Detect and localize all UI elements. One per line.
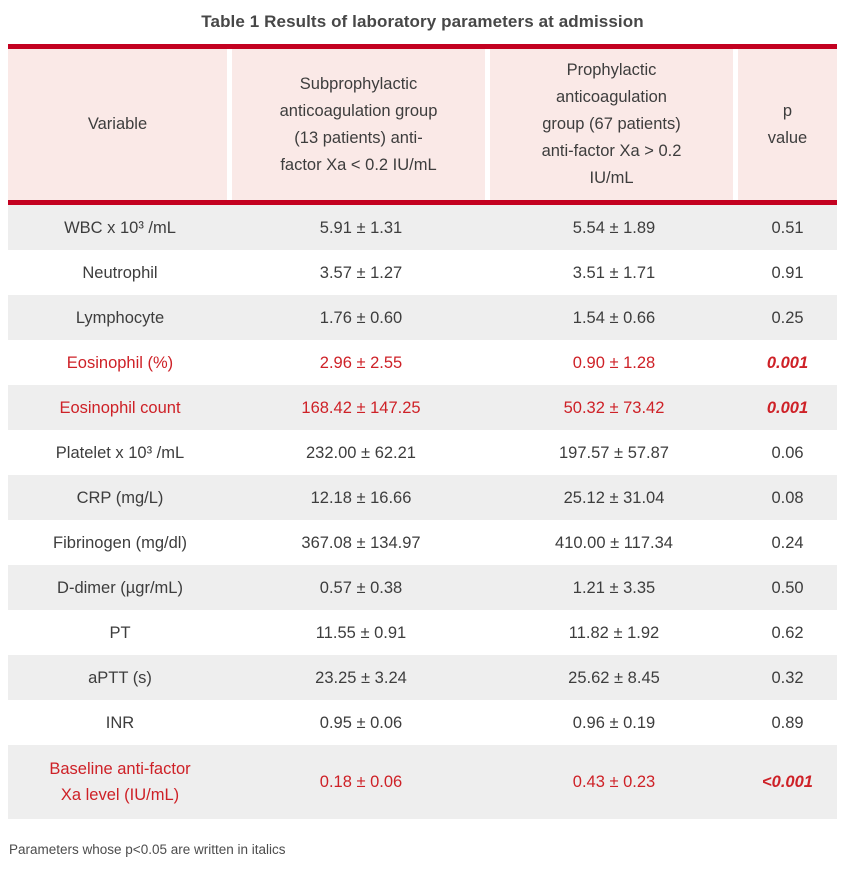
variable-cell: D-dimer (µgr/mL) bbox=[57, 578, 183, 597]
variable-cell: INR bbox=[105, 713, 135, 732]
group1-value-cell: 0.95 ± 0.06 bbox=[319, 713, 403, 732]
table-footnote: Parameters whose p<0.05 are written in i… bbox=[9, 842, 286, 857]
group2-value-cell: 197.57 ± 57.87 bbox=[559, 443, 669, 462]
group2-value-cell: 11.82 ± 1.92 bbox=[568, 623, 660, 642]
group2-value-cell: 0.43 ± 0.23 bbox=[572, 773, 656, 791]
table-body: WBC x 10³ /mL 5.91 ± 1.31 5.54 ± 1.89 0.… bbox=[8, 205, 837, 819]
group2-value-cell: 0.90 ± 1.28 bbox=[572, 353, 656, 372]
table-row: Eosinophil (%) 2.96 ± 2.55 0.90 ± 1.28 0… bbox=[8, 340, 837, 385]
variable-cell: WBC x 10³ /mL bbox=[64, 218, 176, 237]
p-value-cell: 0.06 bbox=[771, 443, 804, 462]
p-value-cell: 0.001 bbox=[766, 398, 809, 417]
col-header-p-value: p value bbox=[738, 49, 837, 200]
p-value-cell: 0.001 bbox=[766, 353, 809, 372]
group1-value-cell: 23.25 ± 3.24 bbox=[315, 668, 407, 687]
variable-cell: Eosinophil (%) bbox=[66, 353, 174, 372]
group1-value-cell: 367.08 ± 134.97 bbox=[301, 533, 421, 552]
variable-cell: Baseline anti-factor Xa level (IU/mL) bbox=[49, 760, 191, 804]
group1-value-cell: 11.55 ± 0.91 bbox=[315, 623, 407, 642]
p-value-cell: 0.62 bbox=[771, 623, 804, 642]
group1-value-cell: 1.76 ± 0.60 bbox=[319, 308, 403, 327]
group2-value-cell: 3.51 ± 1.71 bbox=[572, 263, 656, 282]
group1-value-cell: 3.57 ± 1.27 bbox=[319, 263, 403, 282]
table-row: Baseline anti-factor Xa level (IU/mL) 0.… bbox=[8, 745, 837, 819]
variable-cell: CRP (mg/L) bbox=[76, 488, 164, 507]
variable-cell: Lymphocyte bbox=[75, 308, 165, 327]
p-value-cell: 0.32 bbox=[771, 668, 804, 687]
table-row: Neutrophil 3.57 ± 1.27 3.51 ± 1.71 0.91 bbox=[8, 250, 837, 295]
top-rule-line bbox=[8, 44, 837, 49]
table-row: CRP (mg/L) 12.18 ± 16.66 25.12 ± 31.04 0… bbox=[8, 475, 837, 520]
variable-cell: Neutrophil bbox=[82, 263, 158, 282]
variable-cell: PT bbox=[109, 623, 131, 642]
table-row: WBC x 10³ /mL 5.91 ± 1.31 5.54 ± 1.89 0.… bbox=[8, 205, 837, 250]
table-row: Fibrinogen (mg/dl) 367.08 ± 134.97 410.0… bbox=[8, 520, 837, 565]
group2-value-cell: 0.96 ± 0.19 bbox=[572, 713, 656, 732]
lab-parameters-table: Variable Subprophylactic anticoagulation… bbox=[8, 44, 837, 819]
table-row: Platelet x 10³ /mL 232.00 ± 62.21 197.57… bbox=[8, 430, 837, 475]
group2-value-cell: 5.54 ± 1.89 bbox=[572, 218, 656, 237]
table-row: INR 0.95 ± 0.06 0.96 ± 0.19 0.89 bbox=[8, 700, 837, 745]
group1-value-cell: 0.57 ± 0.38 bbox=[319, 578, 403, 597]
p-value-cell: 0.25 bbox=[771, 308, 804, 327]
group2-value-cell: 1.21 ± 3.35 bbox=[572, 578, 656, 597]
group1-value-cell: 168.42 ± 147.25 bbox=[301, 398, 421, 417]
top-rule bbox=[8, 44, 837, 49]
p-value-cell: 0.89 bbox=[771, 713, 804, 732]
p-value-cell: 0.08 bbox=[771, 488, 804, 507]
group1-value-cell: 2.96 ± 2.55 bbox=[319, 353, 403, 372]
p-value-cell: 0.24 bbox=[771, 533, 804, 552]
variable-cell: Eosinophil count bbox=[59, 398, 181, 417]
group1-value-cell: 5.91 ± 1.31 bbox=[319, 218, 403, 237]
p-value-cell: 0.51 bbox=[771, 218, 804, 237]
header-bottom-rule-line bbox=[8, 200, 837, 205]
table-title: Table 1 Results of laboratory parameters… bbox=[201, 12, 644, 31]
group2-value-cell: 25.62 ± 8.45 bbox=[568, 668, 660, 687]
table-header: Variable Subprophylactic anticoagulation… bbox=[8, 44, 837, 205]
table-row: Eosinophil count 168.42 ± 147.25 50.32 ±… bbox=[8, 385, 837, 430]
col-header-prophylactic-group: Prophylactic anticoagulation group (67 p… bbox=[490, 49, 738, 200]
variable-cell: Platelet x 10³ /mL bbox=[55, 443, 185, 462]
group1-value-cell: 12.18 ± 16.66 bbox=[310, 488, 412, 507]
header-row: Variable Subprophylactic anticoagulation… bbox=[8, 49, 837, 200]
variable-cell: aPTT (s) bbox=[88, 668, 152, 687]
table-row: Lymphocyte 1.76 ± 0.60 1.54 ± 0.66 0.25 bbox=[8, 295, 837, 340]
group2-value-cell: 50.32 ± 73.42 bbox=[563, 398, 665, 417]
group1-value-cell: 0.18 ± 0.06 bbox=[319, 773, 403, 791]
group2-value-cell: 410.00 ± 117.34 bbox=[555, 533, 673, 552]
p-value-cell: 0.50 bbox=[771, 578, 804, 597]
col-header-subprophylactic-group: Subprophylactic anticoagulation group (1… bbox=[232, 49, 490, 200]
group2-value-cell: 25.12 ± 31.04 bbox=[563, 488, 665, 507]
col-header-variable: Variable bbox=[8, 49, 232, 200]
table-row: D-dimer (µgr/mL) 0.57 ± 0.38 1.21 ± 3.35… bbox=[8, 565, 837, 610]
group1-value-cell: 232.00 ± 62.21 bbox=[306, 443, 416, 462]
p-value-cell: <0.001 bbox=[762, 773, 813, 791]
table-row: aPTT (s) 23.25 ± 3.24 25.62 ± 8.45 0.32 bbox=[8, 655, 837, 700]
p-value-cell: 0.91 bbox=[771, 263, 804, 282]
table-row: PT 11.55 ± 0.91 11.82 ± 1.92 0.62 bbox=[8, 610, 837, 655]
variable-cell: Fibrinogen (mg/dl) bbox=[53, 533, 187, 552]
group2-value-cell: 1.54 ± 0.66 bbox=[572, 308, 656, 327]
header-bottom-rule bbox=[8, 200, 837, 205]
